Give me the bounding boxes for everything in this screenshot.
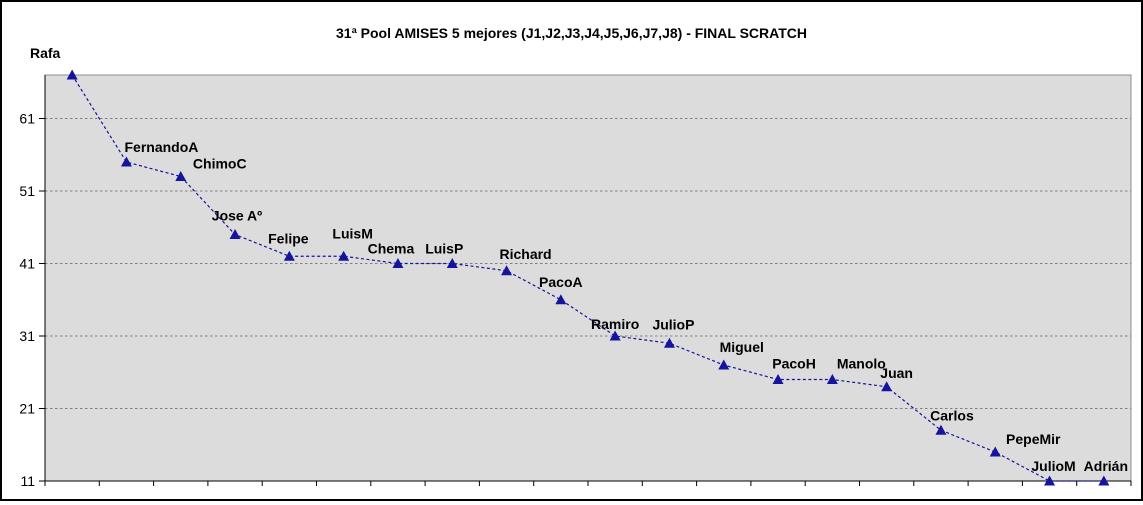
data-point-marker (501, 265, 513, 276)
y-tick-label: 41 (19, 256, 35, 272)
data-point-marker (718, 359, 730, 370)
data-point-label: Miguel (720, 339, 764, 355)
data-point-label: JulioM (1031, 458, 1075, 474)
data-point-marker (663, 337, 675, 348)
data-point-marker (229, 229, 241, 239)
data-point-label: Carlos (930, 407, 974, 423)
data-point-marker (338, 250, 350, 261)
data-point-label: PacoH (772, 356, 816, 372)
data-point-label: JulioP (652, 316, 694, 332)
plot-area (44, 74, 1132, 482)
data-point-label: Richard (499, 246, 551, 262)
data-point-marker (392, 258, 404, 268)
data-point-marker (175, 171, 187, 181)
data-point-label: Rafa (30, 45, 61, 61)
y-tick-label: 11 (20, 473, 35, 489)
data-point-label: Ramiro (591, 316, 639, 332)
data-point-label: Jose Aº (212, 208, 263, 224)
data-point-label: PacoA (539, 274, 583, 290)
data-point-marker (555, 294, 567, 305)
data-point-marker (609, 330, 621, 341)
data-point-label: FernandoA (125, 139, 199, 155)
data-point-label: ChimoC (193, 156, 247, 172)
data-point-label: PepeMir (1006, 431, 1061, 447)
series-line (71, 74, 1104, 482)
chart-title: 31ª Pool AMISES 5 mejores (J1,J2,J3,J4,J… (336, 25, 807, 41)
data-point-marker (989, 446, 1001, 457)
y-tick-label: 21 (19, 401, 35, 417)
y-tick-label: 61 (19, 111, 35, 127)
data-point-marker (283, 250, 295, 261)
data-point-marker (66, 69, 78, 80)
data-point-marker (881, 381, 893, 392)
data-point-label: LuisP (425, 241, 463, 257)
data-point-marker (120, 156, 132, 167)
data-point-marker (826, 374, 838, 384)
y-tick-label: 31 (19, 328, 35, 344)
data-point-marker (1098, 475, 1110, 486)
data-point-marker (935, 424, 947, 435)
data-point-label: Chema (368, 241, 415, 257)
data-point-marker (772, 374, 784, 384)
data-point-label: Manolo (837, 356, 886, 372)
data-point-label: Juan (880, 365, 913, 381)
data-point-marker (446, 258, 458, 268)
data-point-label: Felipe (268, 230, 309, 246)
data-point-label: Adrián (1084, 458, 1128, 474)
data-point-marker (1044, 475, 1056, 486)
data-point-label: LuisM (332, 225, 372, 241)
y-tick-label: 51 (19, 183, 35, 199)
